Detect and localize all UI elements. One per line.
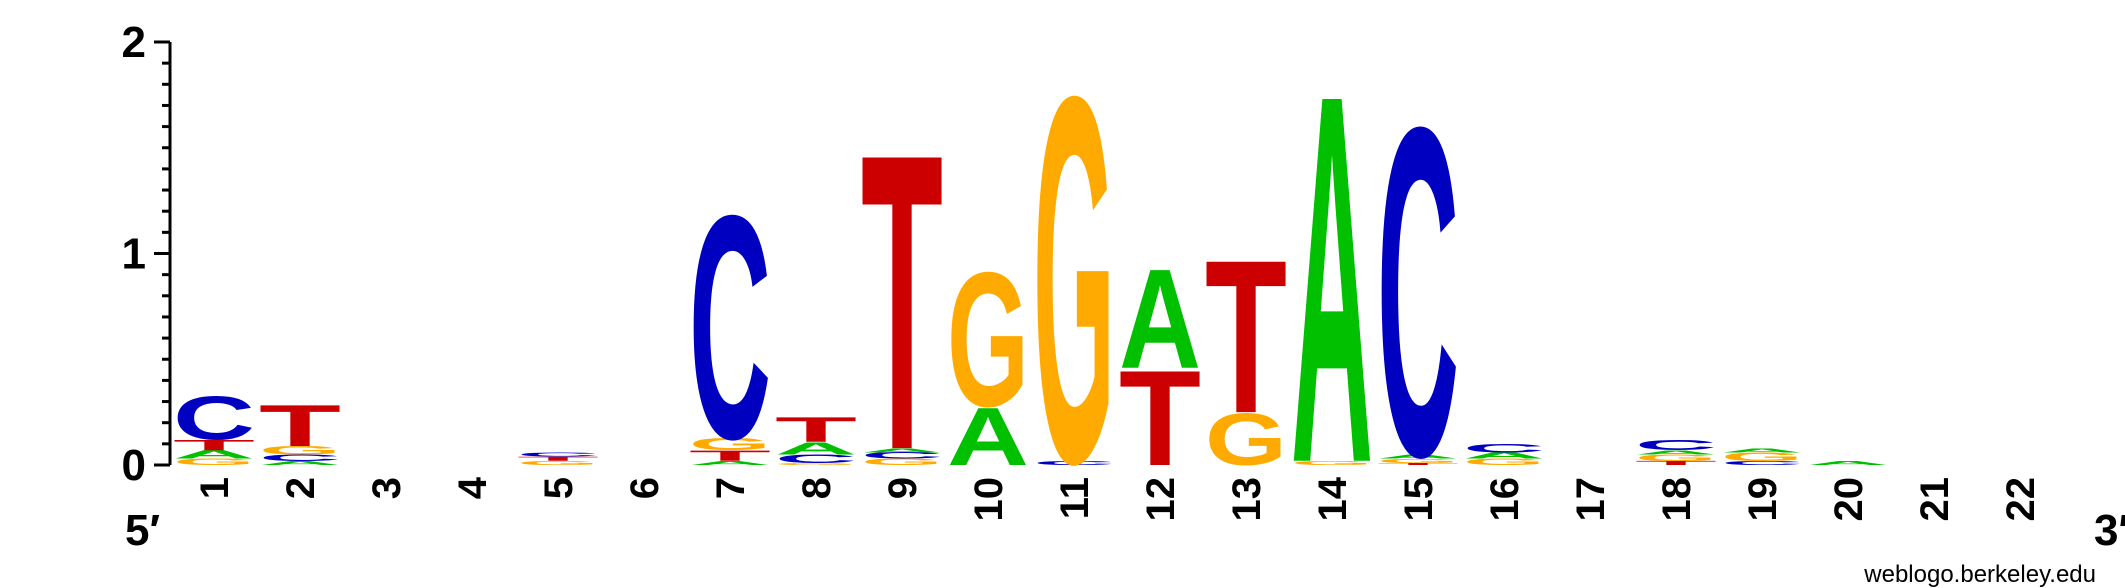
logo-letter-A: A <box>259 460 341 467</box>
position-label: 17 <box>1569 477 1613 522</box>
logo-letter-C: C <box>1033 460 1115 467</box>
logo-letter-G: G <box>689 434 771 454</box>
logo-letter-G: G <box>1721 450 1803 463</box>
logo-letter-G: G <box>861 457 943 467</box>
y-tick-label: 0 <box>122 441 146 490</box>
logo-letter-T: T <box>861 67 943 539</box>
logo-letter-C: C <box>775 452 857 465</box>
logo-letter-C: C <box>689 148 771 505</box>
position-label: 13 <box>1225 477 1269 522</box>
logo-letter-G: G <box>1033 0 1115 572</box>
position-label: 8 <box>795 477 839 499</box>
position-label: 11 <box>1053 477 1097 519</box>
three-prime-label: 3′ <box>2094 506 2125 555</box>
position-label: 16 <box>1483 477 1527 522</box>
logo-letter-G: G <box>947 232 1029 446</box>
logo-letter-T: T <box>1119 342 1201 494</box>
position-label: 10 <box>967 477 1011 522</box>
logo-letter-T: T <box>1377 462 1459 465</box>
y-tick-label: 1 <box>122 230 146 279</box>
logo-letter-A: A <box>1807 460 1889 467</box>
logo-letter-C: C <box>1721 460 1803 467</box>
logo-letter-G: G <box>1377 458 1459 465</box>
logo-letter-T: T <box>173 437 255 453</box>
logo-letter-A: A <box>1635 449 1717 456</box>
position-labels: 1 2 3 4 5 6 7 8 9 10 11 12 13 14 15 16 17 18 19 20 21 22 <box>193 476 2043 521</box>
logo-letter-C: C <box>861 451 943 461</box>
position-label: 1 <box>193 477 237 499</box>
y-axis: 0 1 2 <box>122 18 172 490</box>
logo-letter-T: T <box>259 392 341 458</box>
logo-letter-C: C <box>259 453 341 463</box>
logo-letter-C: C <box>1635 437 1717 453</box>
logo-letter-T: T <box>517 455 599 462</box>
logo-letter-G: G <box>1463 457 1545 467</box>
logo-letter-G: G <box>259 444 341 457</box>
position-label: 21 <box>1913 477 1957 522</box>
logo-letter-T: T <box>1635 460 1717 467</box>
logo-letter-A: A <box>1119 241 1201 399</box>
logo-letter-C: C <box>1377 31 1459 555</box>
position-label: 12 <box>1139 477 1183 522</box>
position-label: 18 <box>1655 477 1699 522</box>
logo-letter-A: A <box>1463 451 1545 461</box>
logo-letter-A: A <box>1721 447 1803 454</box>
position-label: 9 <box>881 477 925 499</box>
position-label: 3 <box>365 477 409 499</box>
position-label: 14 <box>1311 476 1355 521</box>
logo-letter-T: T <box>1205 216 1287 459</box>
position-label: 6 <box>623 477 667 499</box>
logo-letter-G: G <box>517 460 599 467</box>
logo-letter-T: T <box>689 448 771 464</box>
position-label: 22 <box>1999 477 2043 522</box>
position-label: 19 <box>1741 477 1785 522</box>
position-label: 7 <box>709 477 753 499</box>
logo-letter-A: A <box>861 447 943 454</box>
position-label: 5 <box>537 477 581 499</box>
logo-letter-G: G <box>1291 460 1373 467</box>
logo-letter-A: A <box>689 460 771 467</box>
position-label: 2 <box>279 477 323 499</box>
logo-letter-G: G <box>173 457 255 467</box>
five-prime-label: 5′ <box>125 506 160 555</box>
logo-letter-C: C <box>1463 442 1545 455</box>
y-tick-label: 2 <box>122 18 146 67</box>
credit-text: weblogo.berkeley.edu <box>1863 561 2096 588</box>
logo-letter-G: G <box>1635 453 1717 463</box>
logo-letter-A: A <box>1377 453 1459 460</box>
logo-letter-A: A <box>173 448 255 461</box>
logo-letter-C: C <box>517 451 599 458</box>
logo-letter-G: G <box>1205 399 1287 481</box>
position-label: 4 <box>451 476 495 499</box>
logo-letter-T: T <box>775 410 857 450</box>
logo-letter-A: A <box>775 439 857 459</box>
logo-letter-A: A <box>947 391 1029 483</box>
position-label: 20 <box>1827 477 1871 522</box>
position-label: 15 <box>1397 477 1441 522</box>
logo-letter-A: A <box>1291 0 1373 573</box>
logo-letter-C: C <box>173 384 255 453</box>
logo-letter-G: G <box>775 462 857 465</box>
